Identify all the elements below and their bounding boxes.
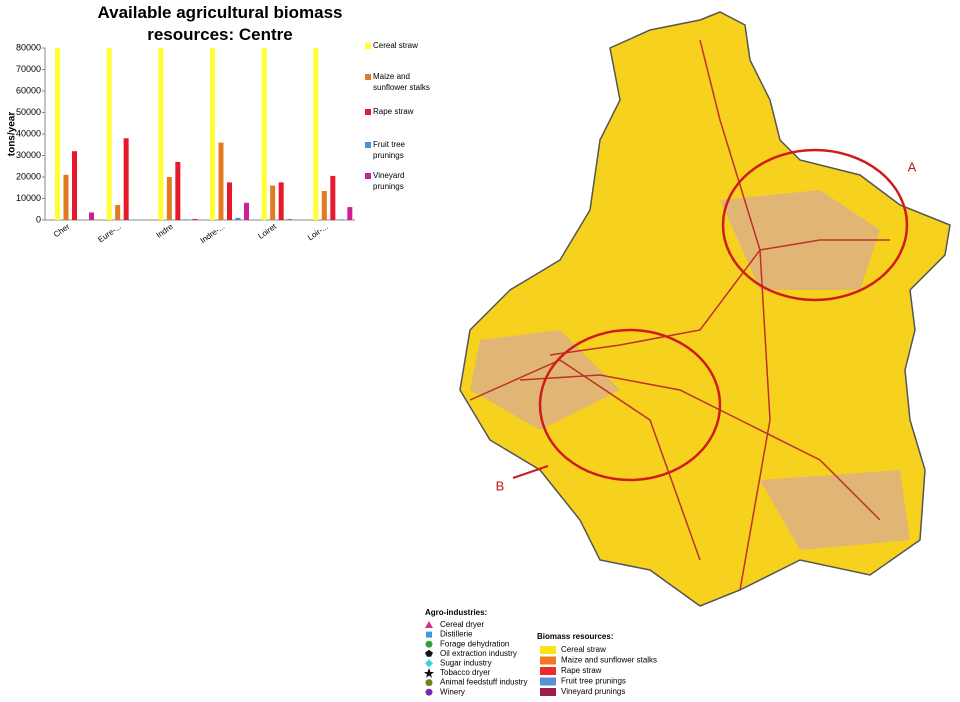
y-tick-label: 0 (36, 214, 41, 224)
legend-label: Forage dehydration (440, 639, 509, 648)
legend-label: Cereal straw (561, 645, 606, 654)
legend-label: Rape straw (373, 107, 414, 116)
zone-circle (538, 328, 722, 482)
bar (183, 219, 189, 220)
bar (330, 175, 336, 220)
legend-symbol (425, 659, 433, 668)
bar (244, 202, 249, 220)
legend-label: Fruit tree prunings (561, 677, 626, 686)
legend-label: Animal feedstuff industry (440, 678, 527, 687)
bar (235, 217, 241, 220)
bar (287, 218, 293, 220)
bar (89, 212, 94, 220)
y-tick-label: 10000 (16, 193, 41, 203)
bar (338, 219, 344, 220)
bar (261, 48, 267, 220)
x-tick-label: Cher (52, 222, 72, 240)
y-tick-label: 40000 (16, 128, 41, 138)
bar (313, 48, 319, 220)
legend-label: Rape straw (561, 666, 602, 675)
zone-label: A (908, 159, 917, 174)
bar (227, 182, 232, 220)
y-tick-label: 60000 (16, 85, 41, 95)
bar (218, 142, 224, 220)
bar (63, 174, 69, 220)
bar (270, 185, 276, 220)
legend-label: Tobacco dryer (440, 668, 491, 677)
legend-swatch (540, 677, 556, 686)
legend-symbol (425, 649, 433, 657)
legend-swatch (540, 656, 556, 665)
legend-label: Vineyard prunings (373, 171, 405, 191)
x-tick-label: Loir-... (306, 222, 330, 242)
legend-symbol (425, 688, 433, 696)
y-tick-label: 20000 (16, 171, 41, 181)
bar (192, 218, 198, 220)
zone-label: B (496, 478, 505, 493)
legend-swatch (540, 688, 556, 696)
legend-label: Oil extraction industry (440, 649, 517, 658)
road (469, 39, 890, 591)
bar (72, 151, 77, 220)
y-tick-label: 80000 (16, 42, 41, 52)
legend-symbol (425, 679, 433, 687)
bar (210, 48, 215, 220)
legend-title: Biomass resources: (537, 632, 613, 641)
zone-circle (721, 148, 909, 302)
y-axis-label: tons/year (7, 112, 18, 157)
legend-swatch (365, 43, 371, 49)
legend-label: Vineyard prunings (561, 687, 625, 696)
bar (106, 48, 112, 220)
y-tick-label: 50000 (16, 107, 41, 117)
bar (166, 177, 172, 220)
legend-label: Maize and sunflower stalks (373, 72, 430, 92)
pointer (512, 465, 549, 479)
y-tick-label: 30000 (16, 150, 41, 160)
y-tick-label: 70000 (16, 64, 41, 74)
legend-title: Agro-industries: (425, 608, 487, 617)
legend-swatch (365, 74, 371, 80)
legend-label: Winery (440, 687, 465, 696)
legend-label: Cereal dryer (440, 620, 484, 629)
legend-swatch (365, 109, 371, 115)
legend-label: Maize and sunflower stalks (561, 656, 657, 665)
legend-swatch (365, 142, 371, 148)
legend-swatch (540, 667, 556, 675)
legend-label: Distillerie (440, 630, 473, 639)
x-tick-label: Eure-... (96, 222, 123, 244)
legend-symbol (426, 631, 432, 638)
bar (175, 161, 181, 220)
map: A B Agro-industries: Biomass resources: … (424, 11, 951, 696)
bar (115, 204, 121, 220)
x-tick-label: Indre-... (199, 222, 227, 245)
bar (123, 138, 129, 220)
region (459, 11, 951, 607)
legend-swatch (365, 173, 371, 179)
legend-swatch (540, 646, 556, 654)
bar (278, 182, 284, 220)
legend-symbol (424, 668, 434, 678)
chart-title: Available agricultural biomass resources… (97, 3, 343, 44)
x-tick-label: Indre (155, 222, 176, 240)
region-patch (470, 190, 910, 550)
legend-label: Fruit tree prunings (373, 140, 406, 160)
legend-label: Cereal straw (373, 41, 418, 50)
bar (321, 190, 327, 220)
bar (55, 48, 60, 220)
legend-symbol (425, 621, 433, 628)
x-tick-label: Loiret (256, 222, 278, 241)
legend-label: Sugar industry (440, 659, 492, 668)
bar (347, 207, 353, 220)
legend-symbol (425, 640, 433, 648)
bar (158, 48, 164, 220)
